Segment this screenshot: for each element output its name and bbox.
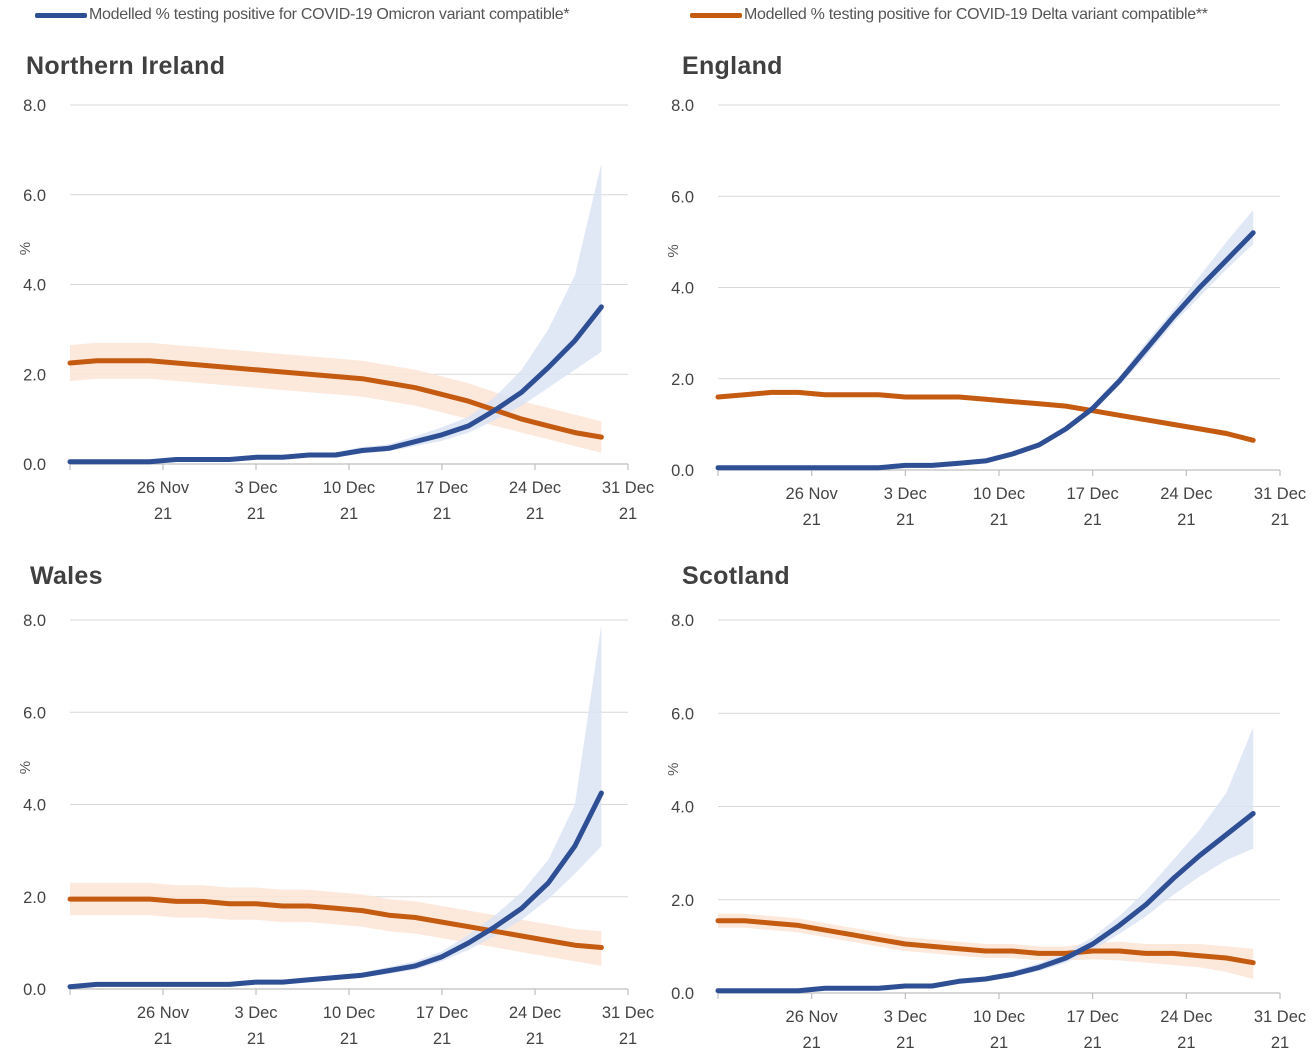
x-tick-label-year: 21 bbox=[1177, 511, 1195, 529]
x-tick-label-year: 21 bbox=[802, 511, 820, 529]
x-tick-label-year: 21 bbox=[526, 505, 544, 523]
x-tick-label: 31 Dec bbox=[1254, 485, 1306, 503]
x-tick-label-year: 21 bbox=[247, 505, 265, 523]
y-tick-label: 4.0 bbox=[23, 797, 46, 815]
x-tick-label: 24 Dec bbox=[1160, 485, 1212, 503]
y-tick-label: 2.0 bbox=[671, 892, 694, 910]
omicron-series-line bbox=[715, 811, 1256, 994]
panel-title-scotland: Scotland bbox=[682, 562, 790, 590]
x-tick-label-year: 21 bbox=[1271, 1034, 1289, 1052]
x-tick-label: 26 Nov bbox=[137, 479, 190, 497]
x-tick-label-year: 21 bbox=[619, 1030, 637, 1048]
x-tick-label: 17 Dec bbox=[1067, 1008, 1119, 1026]
x-tick-label-year: 21 bbox=[526, 1030, 544, 1048]
x-tick-label: 24 Dec bbox=[509, 1004, 561, 1022]
x-tick-label-year: 21 bbox=[990, 511, 1008, 529]
x-tick-label: 3 Dec bbox=[884, 1008, 927, 1026]
chart-panel-northern-ireland: 0.0 2.0 4.0 6.0 8.0% 26 Nov 21 3 Dec 21 10 Dec 21 1… bbox=[17, 97, 654, 523]
x-tick-label: 31 Dec bbox=[1254, 1008, 1306, 1026]
y-tick-label: 4.0 bbox=[671, 799, 694, 817]
legend-swatch-delta bbox=[690, 12, 742, 18]
x-tick-label-year: 21 bbox=[896, 511, 914, 529]
y-tick-label: 6.0 bbox=[671, 705, 694, 723]
delta-series-line bbox=[67, 896, 604, 950]
x-tick-label: 3 Dec bbox=[884, 485, 927, 503]
y-axis-label: % bbox=[665, 244, 682, 257]
y-tick-label: 0.0 bbox=[23, 981, 46, 999]
legend-item-omicron: Modelled % testing positive for COVID-19… bbox=[35, 6, 570, 24]
legend-label-omicron: Modelled % testing positive for COVID-19… bbox=[89, 6, 570, 23]
delta-series-line bbox=[715, 918, 1256, 966]
x-tick-label: 17 Dec bbox=[416, 1004, 468, 1022]
x-tick-label: 3 Dec bbox=[234, 1004, 277, 1022]
y-tick-label: 6.0 bbox=[671, 188, 694, 206]
x-tick-label-year: 21 bbox=[340, 505, 358, 523]
omicron-confidence-band bbox=[718, 209, 1254, 469]
y-axis-label: % bbox=[17, 761, 34, 774]
chart-legend: Modelled % testing positive for COVID-19… bbox=[0, 0, 1311, 34]
x-tick-label: 26 Nov bbox=[137, 1004, 190, 1022]
x-tick-label-year: 21 bbox=[990, 1034, 1008, 1052]
x-tick-label-year: 21 bbox=[619, 505, 637, 523]
y-tick-label: 8.0 bbox=[23, 97, 46, 115]
y-tick-label: 0.0 bbox=[23, 456, 46, 474]
omicron-series-line bbox=[67, 790, 604, 990]
y-tick-label: 2.0 bbox=[23, 889, 46, 907]
delta-series-line bbox=[715, 389, 1256, 443]
legend-label-delta: Modelled % testing positive for COVID-19… bbox=[744, 6, 1208, 23]
x-tick-label-year: 21 bbox=[340, 1030, 358, 1048]
y-tick-label: 4.0 bbox=[671, 280, 694, 298]
x-tick-label: 10 Dec bbox=[973, 485, 1025, 503]
x-tick-label: 26 Nov bbox=[786, 1008, 839, 1026]
x-tick-label-year: 21 bbox=[1177, 1034, 1195, 1052]
y-axis-label: % bbox=[665, 763, 682, 776]
x-tick-label: 10 Dec bbox=[323, 479, 375, 497]
x-tick-label: 17 Dec bbox=[416, 479, 468, 497]
panel-title-northern-ireland: Northern Ireland bbox=[26, 52, 226, 80]
y-axis-label: % bbox=[17, 242, 34, 255]
y-tick-label: 6.0 bbox=[23, 704, 46, 722]
y-tick-label: 4.0 bbox=[23, 277, 46, 295]
y-tick-label: 2.0 bbox=[23, 366, 46, 384]
x-tick-label: 31 Dec bbox=[602, 479, 654, 497]
chart-panel-england: 0.0 2.0 4.0 6.0 8.0% 26 Nov 21 3 Dec 21 10 Dec 21 1… bbox=[665, 97, 1306, 529]
y-tick-label: 0.0 bbox=[671, 462, 694, 480]
x-tick-label: 24 Dec bbox=[509, 479, 561, 497]
x-tick-label-year: 21 bbox=[154, 505, 172, 523]
omicron-series-line bbox=[67, 304, 604, 465]
delta-confidence-band bbox=[718, 913, 1254, 979]
panel-title-wales: Wales bbox=[30, 562, 103, 590]
y-tick-label: 0.0 bbox=[671, 985, 694, 1003]
y-tick-label: 8.0 bbox=[671, 612, 694, 630]
delta-series-line bbox=[67, 358, 604, 440]
x-tick-label: 31 Dec bbox=[602, 1004, 654, 1022]
y-tick-label: 2.0 bbox=[671, 371, 694, 389]
x-tick-label-year: 21 bbox=[1083, 1034, 1101, 1052]
x-tick-label-year: 21 bbox=[247, 1030, 265, 1048]
x-tick-label: 10 Dec bbox=[323, 1004, 375, 1022]
x-tick-label: 24 Dec bbox=[1160, 1008, 1212, 1026]
x-tick-label-year: 21 bbox=[433, 1030, 451, 1048]
chart-panel-scotland: 0.0 2.0 4.0 6.0 8.0% 26 Nov 21 3 Dec 21 10 Dec 21 1… bbox=[665, 612, 1306, 1052]
panel-title-england: England bbox=[682, 52, 783, 80]
x-tick-label-year: 21 bbox=[1083, 511, 1101, 529]
legend-swatch-omicron bbox=[35, 12, 87, 18]
x-tick-label: 17 Dec bbox=[1067, 485, 1119, 503]
x-tick-label: 26 Nov bbox=[786, 485, 839, 503]
x-tick-label-year: 21 bbox=[896, 1034, 914, 1052]
omicron-series-line bbox=[715, 230, 1256, 471]
x-tick-label-year: 21 bbox=[802, 1034, 820, 1052]
x-tick-label: 10 Dec bbox=[973, 1008, 1025, 1026]
x-tick-label-year: 21 bbox=[154, 1030, 172, 1048]
x-tick-label-year: 21 bbox=[1271, 511, 1289, 529]
y-tick-label: 6.0 bbox=[23, 187, 46, 205]
chart-panel-wales: 0.0 2.0 4.0 6.0 8.0% 26 Nov 21 3 Dec 21 10 Dec 21 1… bbox=[17, 612, 654, 1048]
x-tick-label: 3 Dec bbox=[234, 479, 277, 497]
y-tick-label: 8.0 bbox=[671, 97, 694, 115]
x-tick-label-year: 21 bbox=[433, 505, 451, 523]
delta-confidence-band bbox=[70, 342, 602, 453]
y-tick-label: 8.0 bbox=[23, 612, 46, 630]
legend-item-delta: Modelled % testing positive for COVID-19… bbox=[690, 6, 1208, 24]
